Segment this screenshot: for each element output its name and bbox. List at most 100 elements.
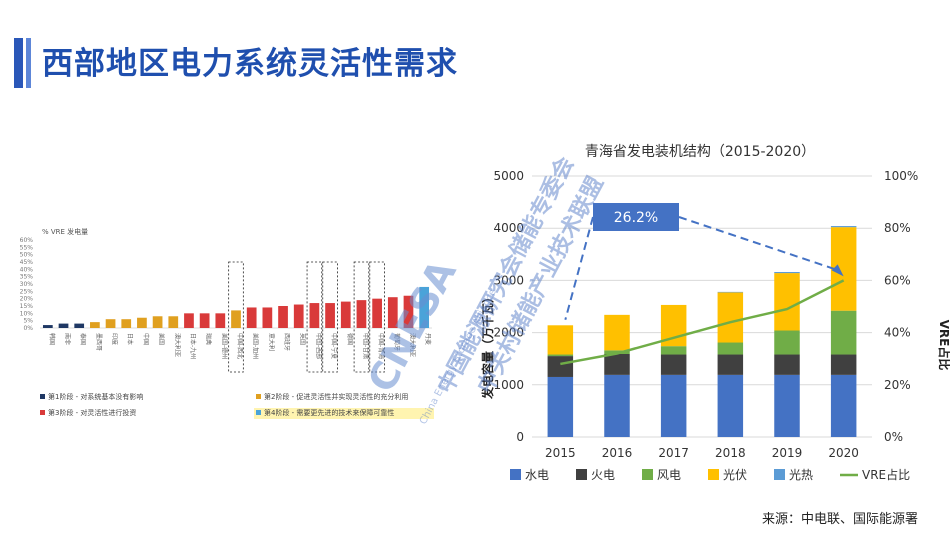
annotation-arrowhead: [831, 264, 844, 277]
right-x-label: 2019: [772, 446, 803, 460]
right-ytick-label: 4000: [493, 221, 524, 235]
left-x-label: 中国-青海: [377, 333, 385, 359]
vre-share-line: [560, 279, 845, 366]
left-legend-label: 第4阶段 - 需要更先进的技术来保障可靠性: [264, 408, 394, 417]
right-bar-segment: [547, 356, 574, 377]
right-bar-segment: [660, 374, 687, 437]
right-bar-segment: [774, 273, 800, 331]
left-chart-title: % VRE 发电量: [42, 227, 88, 236]
left-x-label: 英国: [299, 333, 307, 345]
source-note: 来源：中电联、国际能源署: [761, 512, 918, 527]
left-ytick-label: 40%: [20, 266, 34, 273]
left-bar: [58, 323, 69, 328]
left-bar: [152, 316, 163, 328]
right-ytick-label: 2000: [493, 326, 524, 340]
left-ytick-label: 45%: [20, 259, 34, 266]
left-x-label: 中国-西部: [314, 333, 322, 359]
right-bar-segment: [547, 376, 574, 437]
right-legend-label: 火电: [591, 468, 615, 482]
left-x-label: 日本: [126, 333, 134, 345]
right-legend-swatch: [708, 469, 719, 480]
left-ytick-label: 20%: [20, 296, 34, 303]
left-ytick-label: 35%: [20, 274, 34, 281]
right-y2tick-label: 100%: [884, 169, 918, 183]
right-bar-segment: [774, 354, 800, 375]
left-x-label: 意大利: [267, 333, 275, 351]
left-x-label: 德国: [346, 333, 354, 345]
right-bar-segment: [717, 342, 744, 355]
highlight-boxes: [228, 261, 385, 373]
left-chart: % VRE 发电量 0%5%10%15%20%25%30%35%40%45%50…: [20, 227, 434, 419]
right-chart-y2-label: VRE占比: [937, 320, 950, 371]
right-bar-segment: [830, 374, 857, 437]
left-legend-label: 第2阶段 - 促进灵活性并实现灵活性的充分利用: [264, 392, 408, 401]
right-bar-segment: [660, 354, 687, 375]
annotation-label: 26.2%: [614, 210, 658, 226]
right-bar-segment: [660, 346, 687, 355]
left-bar: [325, 303, 335, 328]
highlight-box: [322, 261, 338, 373]
left-legend-swatch: [256, 394, 261, 399]
left-x-label: 瑞典: [205, 333, 213, 345]
right-bar-segment: [717, 354, 744, 375]
left-x-label: 澳大利亚: [173, 333, 181, 357]
left-bar: [42, 325, 53, 328]
left-legend-label: 第3阶段 - 对灵活性进行投资: [48, 408, 136, 417]
right-bar-segment: [604, 374, 630, 437]
right-legend-swatch: [576, 469, 587, 480]
right-ytick-label: 1000: [493, 378, 524, 392]
right-legend-swatch: [510, 469, 521, 480]
left-ytick-label: 0%: [23, 325, 33, 332]
left-legend-label: 第1阶段 - 对系统基本没有影响: [48, 392, 143, 401]
left-ytick-label: 15%: [20, 303, 34, 310]
right-y2tick-label: 80%: [884, 221, 911, 235]
left-bar: [74, 323, 85, 328]
right-bar-segment: [830, 226, 857, 228]
right-bar-segment: [717, 374, 744, 437]
left-ytick-label: 60%: [20, 237, 34, 244]
left-x-label: 日本-九州: [189, 333, 197, 359]
left-bar: [246, 307, 257, 328]
left-x-label: 中国-宁夏: [330, 333, 338, 359]
annotation-arrow: [678, 216, 839, 272]
left-x-label: 南非: [64, 333, 72, 345]
left-legend-swatch: [40, 410, 45, 415]
left-bar: [105, 319, 116, 328]
left-x-label: 澳大利亚: [408, 333, 416, 357]
page-title: 西部地区电力系统灵活性需求: [42, 46, 458, 82]
right-legend-label: VRE占比: [862, 467, 910, 482]
right-chart-title: 青海省发电装机结构（2015-2020）: [585, 144, 815, 160]
left-bar: [403, 295, 414, 328]
annotation-box: [593, 203, 679, 231]
right-bar-segment: [830, 354, 857, 375]
left-x-label: 美国: [158, 333, 166, 345]
left-x-label: 泰国: [79, 333, 87, 345]
left-x-label: 中国-西北: [236, 333, 244, 359]
left-bar: [137, 317, 147, 328]
left-bar: [293, 304, 304, 328]
left-ytick-label: 50%: [20, 252, 34, 259]
right-x-label: 2020: [828, 446, 859, 460]
left-ytick-label: 5%: [23, 318, 33, 325]
annotation-arrow: [564, 216, 594, 321]
right-bar-segment: [774, 330, 800, 355]
right-legend-label: 光伏: [723, 468, 747, 482]
highlight-box: [369, 261, 385, 373]
left-bar: [309, 303, 320, 328]
left-x-label: 葡萄牙: [393, 333, 401, 351]
left-x-label: 印度: [111, 333, 119, 345]
left-bar: [231, 310, 241, 328]
left-bar: [387, 297, 398, 328]
right-legend-label: 风电: [657, 468, 681, 482]
right-bar-segment: [774, 374, 800, 437]
right-legend-swatch: [642, 469, 653, 480]
left-ytick-label: 55%: [20, 244, 34, 251]
left-x-label: 丹麦: [424, 333, 432, 345]
left-x-label: 墨西哥: [95, 333, 102, 351]
left-bar: [262, 307, 273, 328]
left-legend-swatch: [40, 394, 45, 399]
left-bar: [356, 300, 367, 328]
left-bar: [340, 301, 351, 328]
right-bar-segment: [717, 292, 744, 343]
right-bar-segment: [830, 310, 857, 355]
